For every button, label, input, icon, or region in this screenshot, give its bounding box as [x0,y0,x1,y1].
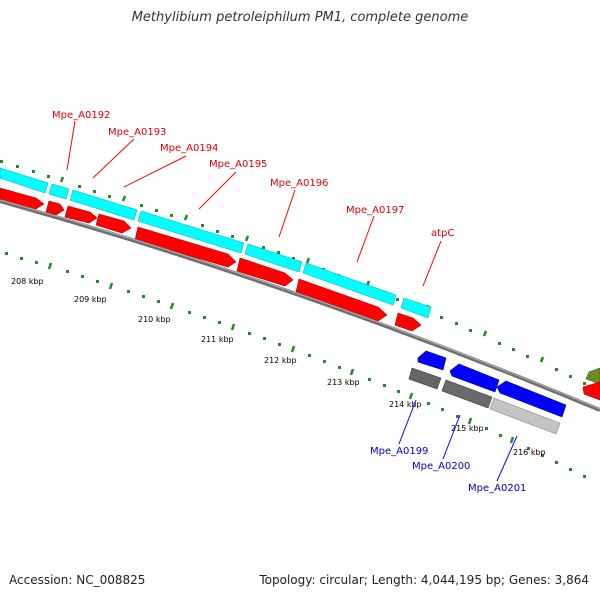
gene-label-mpe-a0199[interactable]: Mpe_A0199 [370,446,428,457]
gene-label-mpe-a0195[interactable]: Mpe_A0195 [209,159,267,170]
gene-arrow-mpe-a0199[interactable] [417,350,447,371]
gene-label-mpe-a0196[interactable]: Mpe_A0196 [270,178,328,189]
gene-label-mpe-a0197[interactable]: Mpe_A0197 [346,205,404,216]
gene-label-mpe-a0192[interactable]: Mpe_A0192 [52,110,110,121]
tick-label: 209 kbp [74,295,107,304]
gene-arrow-mpe-a0201[interactable] [496,380,567,418]
gene-arrow-mpe-a0194[interactable] [64,205,98,224]
forward-gene-track[interactable] [0,187,422,332]
gene-arrow-mpe-a0197[interactable] [236,257,294,287]
tick-label: 216 kbp [513,448,546,457]
tick-label: 211 kbp [201,335,234,344]
gene-arrow-mpe-a0196[interactable] [134,226,237,268]
edge-features[interactable] [582,367,600,401]
kbp-scale-labels: 208 kbp 209 kbp 210 kbp 211 kbp 212 kbp … [11,277,546,457]
reverse-label-leaders [398,399,518,482]
genome-backbone [0,199,600,412]
forward-cds-track[interactable] [0,167,432,319]
gene-label-mpe-a0200[interactable]: Mpe_A0200 [412,461,470,472]
tick-label: 213 kbp [327,378,360,387]
tick-label: 210 kbp [138,315,171,324]
gene-arrow-atpC-end[interactable] [394,312,422,332]
gene-arrow-mpe-a0200[interactable] [449,363,500,393]
gene-label-atpC[interactable]: atpC [431,228,454,239]
reverse-gene-labels: Mpe_A0199 Mpe_A0200 Mpe_A0201 [370,446,526,494]
gene-arrow-mpe-a0193[interactable] [45,200,65,216]
gene-label-mpe-a0193[interactable]: Mpe_A0193 [108,127,166,138]
reverse-gene-track[interactable] [417,350,567,418]
tick-label: 212 kbp [264,356,297,365]
inner-major-ticks [47,262,515,444]
outer-major-ticks [59,176,545,363]
gene-arrow-atpC[interactable] [295,278,388,322]
gene-arrow-mpe-a0195[interactable] [95,213,132,234]
gene-label-mpe-a0194[interactable]: Mpe_A0194 [160,143,218,154]
reverse-cds-track[interactable] [408,367,561,435]
tick-label: 208 kbp [11,277,44,286]
forward-gene-labels: Mpe_A0192 Mpe_A0193 Mpe_A0194 Mpe_A0195 … [52,110,454,239]
accession-text: Accession: NC_008825 [9,573,146,587]
gene-label-mpe-a0201[interactable]: Mpe_A0201 [468,483,526,494]
map-title: Methylibium petroleiphilum PM1, complete… [131,10,469,25]
tick-label: 215 kbp [451,424,484,433]
gene-arrow-mpe-a0192[interactable] [0,187,45,211]
tick-label: 214 kbp [389,400,422,409]
genome-summary-text: Topology: circular; Length: 4,044,195 bp… [259,573,589,587]
inner-dotted-ring [5,252,586,478]
forward-label-leaders [66,120,442,287]
